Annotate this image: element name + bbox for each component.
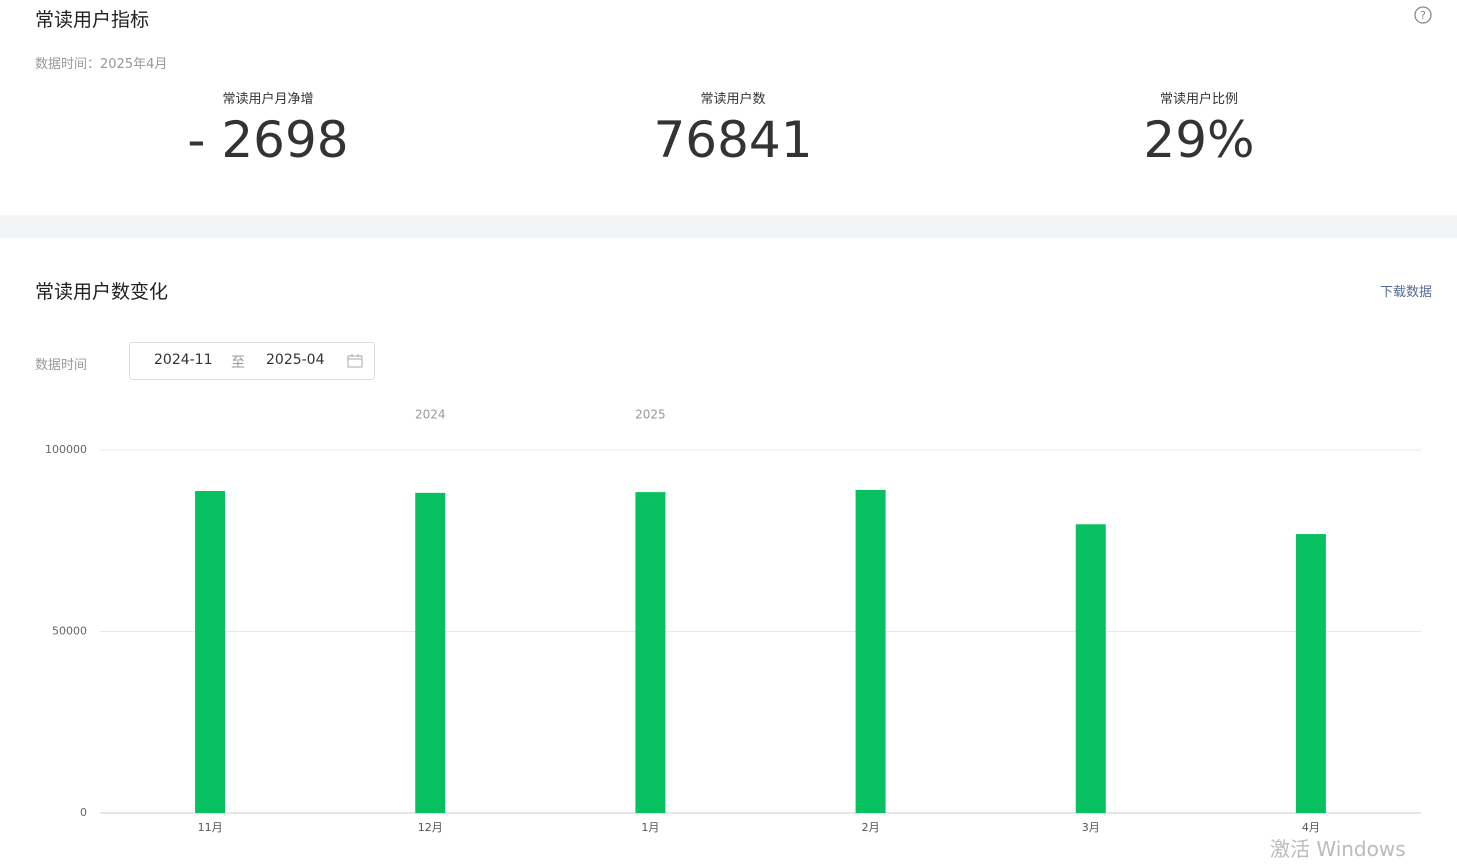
x-tick-label: 3月	[1082, 821, 1100, 834]
date-to: 2025-04	[266, 352, 325, 368]
metric: 常读用户比例 29%	[1049, 88, 1349, 169]
date-sep: 至	[231, 355, 245, 371]
x-tick-label: 2月	[862, 821, 880, 834]
bar	[415, 492, 446, 813]
metric-label: 常读用户比例	[1159, 92, 1238, 107]
metric-value: - 2698	[187, 111, 349, 169]
x-tick-label: 11月	[198, 821, 223, 834]
bar	[635, 492, 666, 813]
x-tick-label: 1月	[641, 821, 659, 834]
calendar-icon	[347, 354, 363, 368]
section-title: 常读用户数变化	[35, 281, 169, 303]
date-from: 2024-11	[154, 352, 213, 368]
metric: 常读用户数 76841	[583, 88, 883, 169]
x-tick-label: 4月	[1302, 821, 1320, 834]
metric: 常读用户月净增 - 2698	[118, 88, 418, 169]
metric-label: 常读用户月净增	[222, 92, 314, 107]
page-title: 常读用户指标	[35, 9, 150, 31]
y-tick-label: 0	[80, 806, 87, 819]
help-icon[interactable]: ?	[1412, 5, 1434, 27]
bar	[855, 489, 886, 813]
year-label: 2024	[415, 408, 446, 422]
divider	[0, 215, 1457, 238]
y-tick-label: 100000	[45, 443, 87, 456]
download-link[interactable]: 下载数据	[1379, 285, 1432, 300]
svg-text:?: ?	[1420, 9, 1426, 22]
bar	[1075, 524, 1106, 813]
metric-label: 常读用户数	[700, 92, 766, 107]
year-label: 2025	[635, 408, 666, 422]
bar	[1295, 534, 1326, 813]
y-tick-label: 50000	[52, 625, 87, 638]
filter-label: 数据时间	[35, 358, 88, 373]
bar	[195, 491, 226, 813]
x-tick-label: 12月	[418, 821, 443, 834]
metric-value: 29%	[1143, 111, 1255, 169]
watermark: 激活 Windows	[1270, 837, 1406, 861]
date-range[interactable]: 2024-11 至 2025-04	[129, 342, 375, 380]
date-label: 数据时间：2025年4月	[35, 57, 168, 72]
metric-value: 76841	[653, 111, 813, 169]
